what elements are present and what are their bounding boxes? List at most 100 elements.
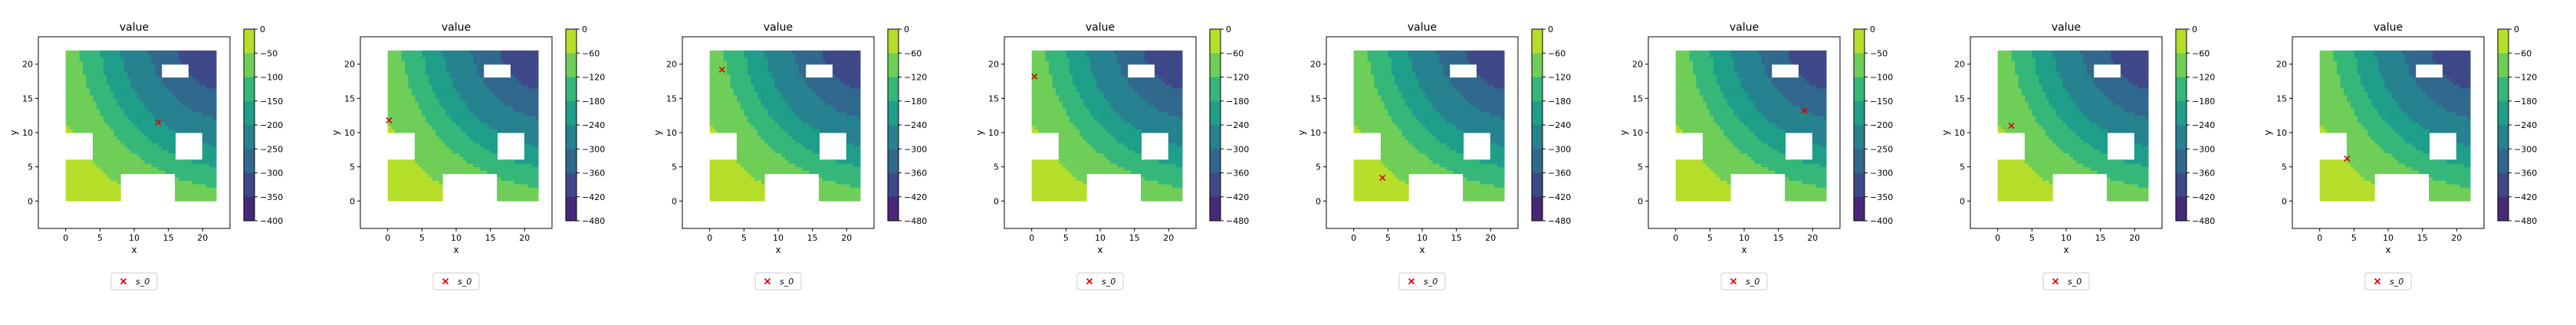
value-cell — [192, 123, 196, 126]
value-cell — [466, 130, 470, 133]
value-cell — [748, 51, 751, 54]
value-cell — [409, 88, 412, 92]
value-cell — [480, 78, 484, 82]
value-cell — [419, 85, 422, 89]
value-cell — [97, 74, 100, 78]
value-cell — [477, 187, 481, 191]
value-cell — [761, 85, 765, 89]
value-cell — [182, 170, 186, 174]
value-cell — [442, 130, 446, 133]
value-cell — [90, 140, 94, 143]
value-cell — [757, 98, 761, 102]
value-cell — [398, 194, 402, 198]
value-cell — [124, 187, 128, 191]
value-cell — [778, 191, 782, 195]
value-cell — [402, 109, 406, 113]
value-cell — [501, 191, 504, 195]
value-cell — [781, 167, 785, 171]
value-cell — [498, 91, 501, 95]
value-cell — [202, 146, 206, 150]
value-cell — [449, 116, 453, 120]
value-cell — [213, 67, 217, 71]
value-cell — [518, 57, 521, 61]
value-cell — [470, 98, 474, 102]
value-cell — [83, 126, 87, 130]
value-cell — [186, 102, 189, 106]
value-cell — [165, 102, 169, 106]
value-cell — [176, 105, 179, 109]
value-cell — [196, 187, 199, 191]
value-cell — [442, 81, 446, 85]
value-cell — [87, 187, 90, 191]
value-cell — [127, 54, 131, 57]
value-cell — [494, 146, 498, 150]
value-cell — [117, 170, 121, 174]
value-cell — [87, 51, 90, 54]
value-cell — [473, 177, 477, 181]
value-cell — [398, 174, 402, 178]
value-cell — [69, 116, 73, 120]
value-cell — [69, 133, 73, 136]
value-cell — [480, 61, 484, 64]
value-cell — [110, 160, 114, 164]
value-cell — [141, 116, 145, 120]
value-cell — [487, 88, 491, 92]
value-cell — [508, 61, 511, 64]
value-cell — [449, 143, 453, 146]
value-cell — [720, 57, 724, 61]
value-cell — [100, 177, 104, 181]
value-cell — [744, 133, 748, 136]
value-cell — [162, 54, 166, 57]
value-cell — [158, 91, 162, 95]
value-cell — [398, 61, 402, 64]
value-cell — [137, 61, 141, 64]
value-cell — [97, 136, 100, 140]
value-cell — [501, 61, 504, 64]
value-cell — [432, 123, 436, 126]
value-cell — [131, 163, 135, 167]
value-cell — [97, 153, 100, 157]
value-cell — [514, 95, 518, 99]
value-cell — [405, 74, 409, 78]
value-cell — [419, 146, 422, 150]
value-cell — [761, 91, 765, 95]
value-cell — [768, 98, 772, 102]
value-cell — [435, 123, 439, 126]
value-cell — [93, 109, 97, 113]
value-cell — [415, 88, 419, 92]
value-cell — [449, 163, 453, 167]
value-cell — [388, 91, 392, 95]
value-cell — [501, 54, 504, 57]
value-cell — [710, 174, 714, 178]
value-cell — [456, 181, 460, 185]
value-cell — [713, 64, 717, 68]
value-cell — [504, 119, 508, 123]
value-cell — [717, 109, 721, 113]
value-cell — [192, 54, 196, 57]
value-cell — [402, 170, 406, 174]
value-cell — [720, 98, 724, 102]
value-cell — [206, 177, 210, 181]
value-cell — [134, 51, 138, 54]
value-cell — [748, 116, 751, 120]
value-cell — [113, 191, 117, 195]
value-cell — [69, 64, 73, 68]
value-cell — [491, 102, 495, 106]
value-cell — [209, 149, 213, 153]
value-cell — [391, 85, 395, 89]
value-cell — [480, 126, 484, 130]
value-cell — [494, 170, 498, 174]
value-cell — [470, 177, 474, 181]
value-cell — [720, 156, 724, 160]
value-cell — [720, 119, 724, 123]
value-cell — [148, 126, 152, 130]
value-cell — [442, 140, 446, 143]
value-cell — [179, 91, 182, 95]
value-cell — [422, 91, 426, 95]
value-cell — [395, 61, 399, 64]
value-cell — [775, 105, 779, 109]
value-cell — [531, 181, 535, 185]
value-cell — [69, 184, 73, 188]
value-cell — [148, 91, 152, 95]
